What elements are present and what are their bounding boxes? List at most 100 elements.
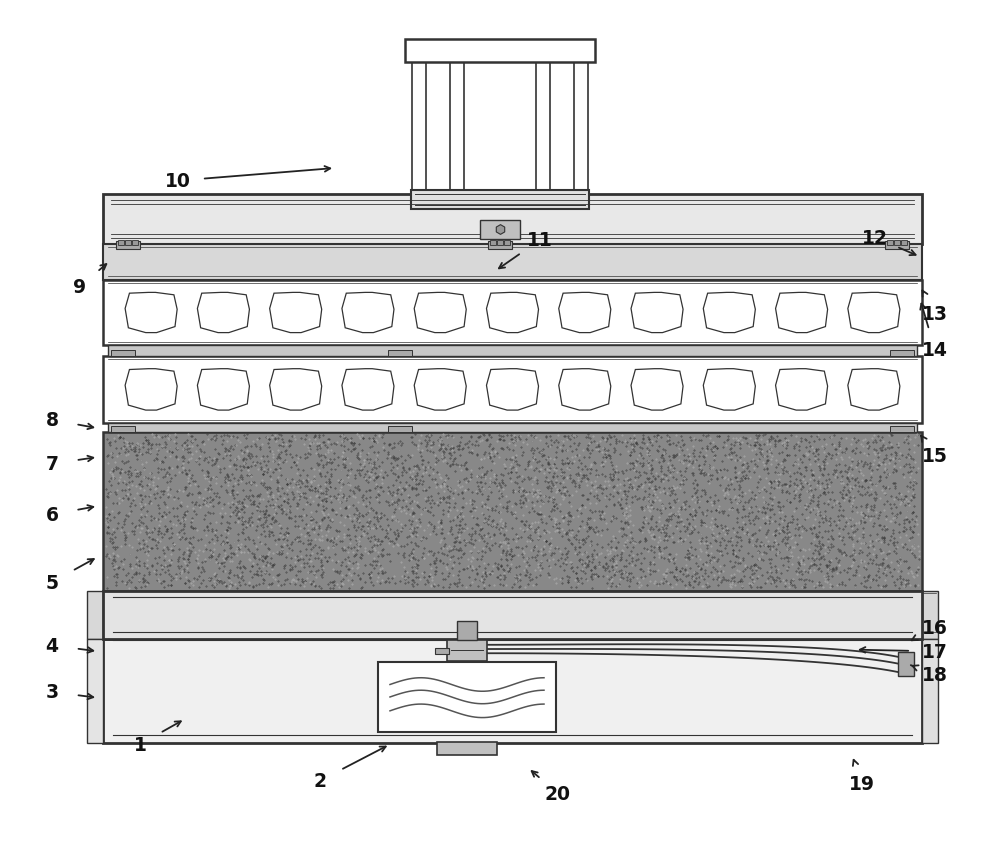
Point	[315, 506, 331, 520]
Point	[490, 558, 506, 571]
Point	[693, 516, 709, 529]
Point	[617, 435, 633, 448]
Point	[273, 499, 289, 512]
Point	[205, 471, 221, 484]
Point	[456, 562, 472, 576]
Point	[542, 463, 558, 476]
Point	[535, 549, 551, 562]
Point	[257, 566, 273, 580]
Point	[108, 576, 124, 589]
Point	[878, 512, 894, 526]
Point	[116, 517, 132, 531]
Point	[321, 550, 337, 564]
Point	[772, 524, 788, 538]
Point	[520, 494, 536, 507]
Point	[251, 513, 267, 527]
Point	[154, 509, 170, 522]
Point	[775, 500, 791, 513]
Point	[200, 466, 216, 479]
Point	[416, 502, 432, 516]
Point	[278, 444, 294, 457]
Point	[451, 528, 467, 542]
Point	[860, 556, 876, 570]
Point	[802, 481, 818, 495]
Point	[397, 572, 413, 586]
Point	[798, 463, 814, 477]
Point	[405, 544, 421, 558]
Point	[570, 461, 586, 474]
Point	[170, 491, 186, 505]
Point	[290, 463, 306, 476]
Point	[651, 550, 667, 564]
Point	[258, 500, 274, 513]
Point	[227, 503, 243, 517]
Point	[475, 575, 491, 588]
Point	[661, 551, 677, 565]
Point	[332, 501, 348, 515]
Point	[848, 565, 864, 579]
Point	[360, 532, 376, 545]
Point	[526, 540, 542, 554]
Point	[127, 464, 143, 478]
Point	[307, 580, 323, 593]
Point	[651, 481, 667, 495]
Point	[255, 555, 271, 568]
Point	[732, 437, 748, 451]
Point	[222, 565, 238, 579]
Point	[904, 513, 920, 527]
Point	[598, 451, 614, 464]
Point	[643, 513, 659, 527]
Point	[155, 484, 171, 498]
Point	[525, 487, 541, 500]
Point	[897, 576, 913, 589]
Point	[821, 517, 837, 530]
Point	[724, 576, 740, 589]
Point	[811, 579, 827, 592]
Point	[392, 574, 408, 587]
Point	[239, 443, 255, 457]
Point	[296, 561, 312, 575]
Point	[163, 573, 179, 587]
Point	[389, 487, 405, 500]
Point	[831, 559, 847, 572]
Point	[222, 541, 238, 555]
Point	[903, 564, 919, 577]
Point	[657, 446, 673, 460]
Point	[243, 511, 259, 524]
Point	[642, 564, 658, 577]
Point	[295, 487, 311, 500]
Point	[473, 573, 489, 587]
Point	[584, 582, 600, 595]
Point	[114, 575, 130, 588]
Point	[588, 468, 604, 482]
Point	[381, 485, 397, 499]
Point	[790, 458, 806, 472]
Point	[741, 576, 757, 590]
Point	[624, 551, 640, 565]
Point	[537, 475, 553, 489]
Point	[185, 578, 201, 592]
Point	[163, 553, 179, 566]
Point	[503, 429, 519, 442]
Point	[335, 490, 351, 504]
Point	[433, 527, 449, 540]
Point	[728, 530, 744, 544]
Point	[848, 441, 864, 455]
Point	[479, 493, 495, 506]
Point	[721, 502, 737, 516]
Point	[559, 472, 575, 485]
Point	[349, 538, 365, 551]
Point	[606, 446, 622, 459]
Point	[257, 551, 273, 565]
Point	[855, 511, 871, 525]
Point	[408, 529, 424, 543]
Point	[489, 571, 505, 584]
Point	[316, 436, 332, 449]
Point	[627, 434, 643, 447]
Point	[352, 571, 368, 585]
Point	[693, 528, 709, 542]
Point	[838, 549, 854, 562]
Point	[908, 466, 924, 479]
Point	[481, 578, 497, 592]
Point	[248, 567, 264, 581]
